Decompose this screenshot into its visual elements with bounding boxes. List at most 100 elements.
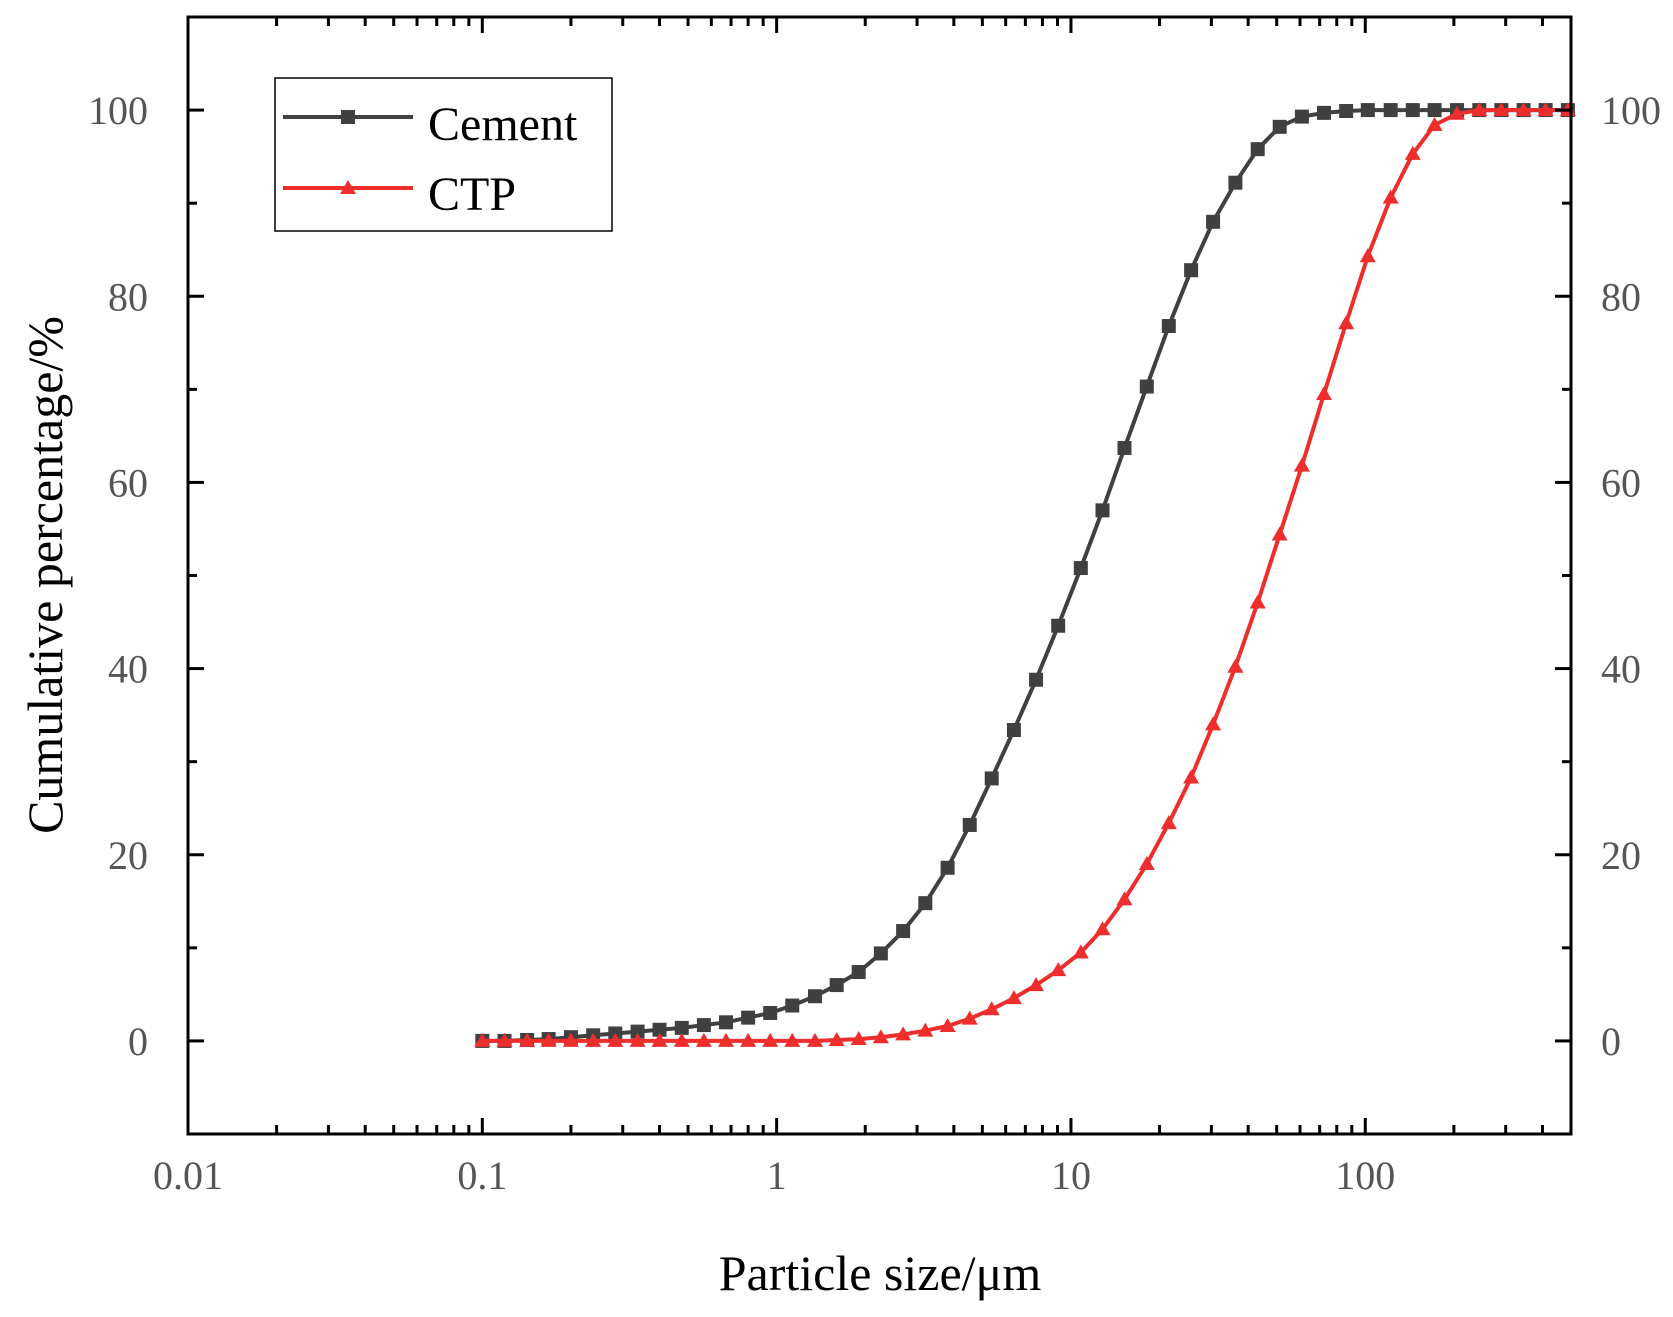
cement-point bbox=[1029, 672, 1044, 687]
cement-point bbox=[1184, 263, 1199, 278]
ctp-point bbox=[1005, 990, 1022, 1005]
legend-box bbox=[274, 77, 613, 232]
cement-point bbox=[1294, 109, 1309, 124]
ctp-point bbox=[695, 1032, 712, 1047]
x-tick-label: 0.01 bbox=[153, 1153, 223, 1198]
ctp-point bbox=[1493, 102, 1510, 117]
ctp-point bbox=[1515, 102, 1532, 117]
cement-point bbox=[696, 1018, 711, 1033]
legend-label-cement: Cement bbox=[428, 98, 578, 151]
cement-point bbox=[763, 1005, 778, 1020]
cement-point bbox=[785, 998, 800, 1013]
ctp-point bbox=[607, 1032, 624, 1047]
series-cement bbox=[475, 103, 1575, 1048]
cement-point bbox=[984, 771, 999, 786]
cement-point bbox=[1073, 561, 1088, 576]
cement-point bbox=[1427, 103, 1442, 118]
series-layer bbox=[474, 102, 1576, 1048]
ctp-point bbox=[651, 1032, 668, 1047]
y-tick-label-right: 80 bbox=[1601, 274, 1641, 319]
cement-point bbox=[1316, 105, 1331, 120]
ctp-point bbox=[740, 1032, 757, 1047]
cement-point bbox=[918, 896, 933, 911]
cement-point bbox=[1206, 214, 1221, 229]
cement-point bbox=[829, 978, 844, 993]
ctp-point bbox=[828, 1031, 845, 1046]
ctp-point bbox=[1471, 102, 1488, 117]
y-tick-label-left: 100 bbox=[88, 88, 148, 133]
y-tick-label-left: 60 bbox=[108, 460, 148, 505]
cement-point bbox=[851, 965, 866, 980]
ctp-point bbox=[917, 1022, 934, 1037]
y-tick-label-right: 40 bbox=[1601, 647, 1641, 692]
cement-point bbox=[1360, 103, 1375, 118]
x-tick-label: 1 bbox=[767, 1153, 787, 1198]
ctp-point bbox=[1315, 385, 1332, 400]
ctp-point bbox=[1537, 102, 1554, 117]
cement-point bbox=[896, 924, 911, 939]
ctp-point bbox=[1382, 189, 1399, 204]
ctp-point bbox=[1094, 921, 1111, 936]
cement-point bbox=[1139, 379, 1154, 394]
ctp-point bbox=[983, 1001, 1000, 1016]
y-tick-label-right: 60 bbox=[1601, 460, 1641, 505]
ctp-point bbox=[872, 1029, 889, 1044]
ctp-point bbox=[961, 1010, 978, 1025]
cement-point bbox=[1006, 723, 1021, 738]
y-tick-label-right: 0 bbox=[1601, 1019, 1621, 1064]
y-tick-label-left: 40 bbox=[108, 647, 148, 692]
ctp-point bbox=[629, 1032, 646, 1047]
legend-label-ctp: CTP bbox=[428, 168, 516, 221]
ctp-point bbox=[496, 1032, 513, 1047]
ctp-point bbox=[1227, 658, 1244, 673]
ctp-point bbox=[585, 1032, 602, 1047]
cement-point bbox=[674, 1020, 689, 1035]
cement-point bbox=[719, 1015, 734, 1030]
ctp-point bbox=[1404, 145, 1421, 160]
cement-point bbox=[807, 989, 822, 1004]
x-tick-label: 100 bbox=[1335, 1153, 1395, 1198]
ctp-point bbox=[1359, 248, 1376, 263]
y-axis-title: Cumulative percentage/% bbox=[17, 316, 73, 834]
y-tick-label-right: 100 bbox=[1601, 88, 1661, 133]
ctp-point bbox=[784, 1032, 801, 1047]
ctp-point bbox=[562, 1032, 579, 1047]
cement-point bbox=[1383, 103, 1398, 118]
ctp-point bbox=[1160, 815, 1177, 830]
series-ctp bbox=[474, 102, 1576, 1047]
cement-point bbox=[1051, 618, 1066, 633]
cement-point bbox=[630, 1024, 645, 1039]
ctp-point bbox=[1072, 944, 1089, 959]
cement-point bbox=[652, 1022, 667, 1037]
ctp-point bbox=[762, 1032, 779, 1047]
legend-marker-cement bbox=[341, 110, 355, 124]
ctp-point bbox=[895, 1026, 912, 1041]
ctp-point bbox=[1338, 315, 1355, 330]
ctp-point bbox=[519, 1032, 536, 1047]
ctp-point bbox=[1116, 891, 1133, 906]
legend-marker-ctp bbox=[340, 180, 356, 194]
ctp-point bbox=[1249, 594, 1266, 609]
cement-point bbox=[940, 860, 955, 875]
x-tick-label: 10 bbox=[1051, 1153, 1091, 1198]
cement-point bbox=[741, 1010, 756, 1025]
ctp-line bbox=[482, 108, 1568, 1043]
ctp-point bbox=[806, 1032, 823, 1047]
y-tick-label-left: 20 bbox=[108, 833, 148, 878]
cement-point bbox=[1405, 103, 1420, 118]
ctp-point bbox=[1205, 716, 1222, 731]
ctp-point bbox=[1050, 962, 1067, 977]
ctp-point bbox=[1138, 856, 1155, 871]
ctp-point bbox=[718, 1032, 735, 1047]
y-tick-label-left: 0 bbox=[128, 1019, 148, 1064]
cement-point bbox=[1117, 440, 1132, 455]
cement-point bbox=[1250, 142, 1265, 157]
cement-line bbox=[482, 108, 1568, 1043]
ctp-point bbox=[939, 1018, 956, 1033]
ctp-point bbox=[673, 1032, 690, 1047]
cement-point bbox=[1161, 319, 1176, 334]
ctp-point bbox=[1293, 457, 1310, 472]
y-tick-label-right: 20 bbox=[1601, 833, 1641, 878]
x-axis-title: Particle size/μm bbox=[719, 1245, 1042, 1301]
ctp-point bbox=[1271, 526, 1288, 541]
